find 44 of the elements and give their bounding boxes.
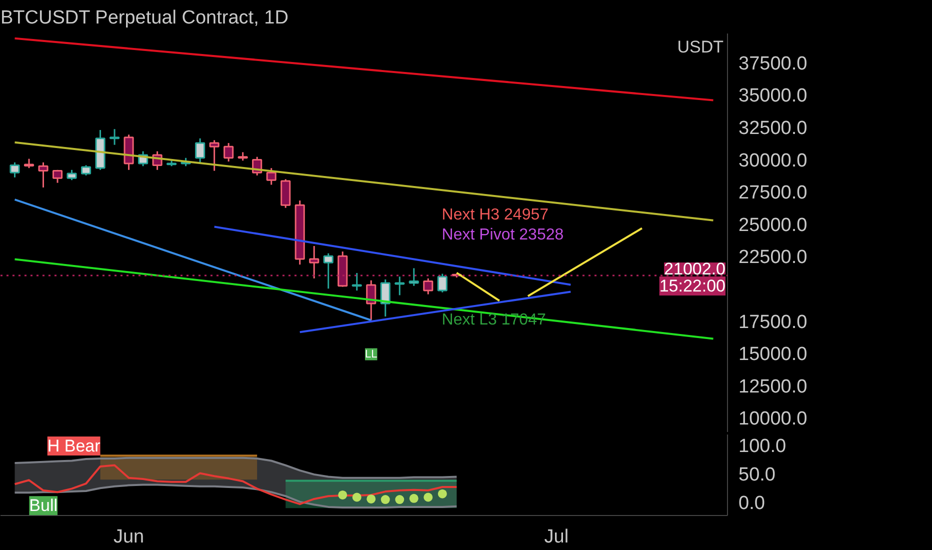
annotation: H Bear bbox=[47, 436, 101, 456]
annotation: 15:22:00 bbox=[659, 276, 726, 296]
annotation: Next H3 24957 bbox=[442, 206, 549, 224]
candlestick bbox=[110, 128, 120, 146]
candlestick bbox=[266, 167, 276, 186]
chart-title: BTCUSDT Perpetual Contract, 1D bbox=[0, 8, 288, 28]
candlestick bbox=[52, 169, 63, 184]
candlestick bbox=[437, 273, 448, 294]
line-series bbox=[14, 456, 458, 479]
y-tick-label: 27500.0 bbox=[738, 182, 808, 204]
y-tick-label: 32500.0 bbox=[738, 118, 808, 140]
annotation: Bull bbox=[29, 496, 58, 516]
y-tick-label: 0.0 bbox=[738, 492, 765, 514]
candlestick bbox=[195, 138, 206, 164]
candlestick bbox=[423, 278, 434, 296]
candlestick bbox=[10, 162, 20, 178]
candlestick bbox=[38, 162, 48, 188]
ref-line-label: 21002.0 bbox=[664, 260, 726, 279]
annotation: Next Pivot 23528 bbox=[442, 226, 564, 244]
y-tick-label: 37500.0 bbox=[738, 53, 808, 74]
y-tick-label: 17500.0 bbox=[738, 312, 808, 333]
candlestick bbox=[81, 164, 92, 176]
candlestick bbox=[323, 252, 334, 290]
candlestick bbox=[224, 142, 234, 162]
y-tick-label: 35000.0 bbox=[738, 86, 808, 107]
candlestick bbox=[66, 169, 77, 181]
y-tick-label: 10000.0 bbox=[738, 408, 808, 430]
candlestick bbox=[24, 158, 34, 169]
y-tick-label: 12500.0 bbox=[738, 376, 808, 398]
y-tick-label: 22500.0 bbox=[738, 247, 808, 268]
candlestick bbox=[366, 280, 376, 322]
candlestick bbox=[209, 139, 220, 172]
candlestick bbox=[408, 267, 419, 287]
x-tick-label: Jul bbox=[544, 526, 569, 548]
y-tick-label: 25000.0 bbox=[738, 214, 808, 236]
y-tick-label: 15000.0 bbox=[738, 344, 808, 366]
y-tick-label: 100.0 bbox=[738, 436, 786, 457]
y-axis-title: USDT bbox=[677, 38, 724, 56]
y-tick-label: 30000.0 bbox=[738, 150, 808, 172]
x-tick-label: Jun bbox=[113, 526, 144, 548]
candlestick bbox=[352, 272, 362, 292]
y-tick-label: 50.0 bbox=[738, 464, 776, 486]
candlestick bbox=[309, 245, 320, 280]
annotation: LL bbox=[365, 348, 378, 360]
